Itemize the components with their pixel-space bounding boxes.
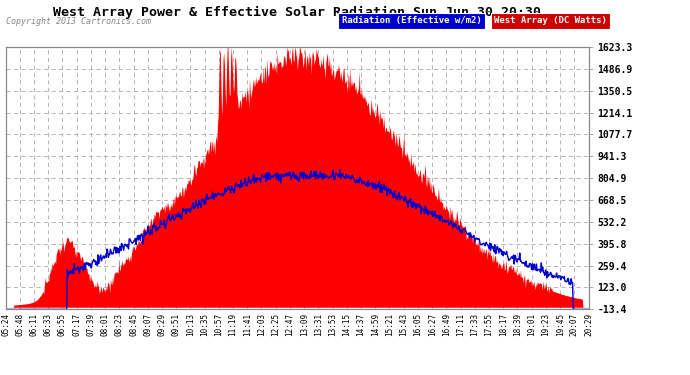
Text: West Array Power & Effective Solar Radiation Sun Jun 30 20:30: West Array Power & Effective Solar Radia… [53,6,541,19]
Text: 17:33: 17:33 [471,313,480,336]
Text: 08:01: 08:01 [101,313,110,336]
Text: 09:29: 09:29 [157,313,166,336]
Text: 10:35: 10:35 [200,313,209,336]
Text: 06:11: 06:11 [30,313,39,336]
Text: 13:31: 13:31 [314,313,323,336]
Text: 08:23: 08:23 [115,313,124,336]
Text: 06:55: 06:55 [58,313,67,336]
Text: 16:27: 16:27 [428,313,437,336]
Text: 17:55: 17:55 [484,313,493,336]
Text: 20:07: 20:07 [570,313,579,336]
Text: 16:49: 16:49 [442,313,451,336]
Text: 10:13: 10:13 [186,313,195,336]
Text: West Array (DC Watts): West Array (DC Watts) [494,16,607,25]
Text: 07:39: 07:39 [86,313,95,336]
Text: 14:59: 14:59 [371,313,380,336]
Text: 08:45: 08:45 [129,313,138,336]
Text: 12:25: 12:25 [271,313,280,336]
Text: 13:09: 13:09 [299,313,308,336]
Text: 14:15: 14:15 [342,313,351,336]
Text: 06:33: 06:33 [43,313,52,336]
Text: 07:17: 07:17 [72,313,81,336]
Text: 15:21: 15:21 [385,313,394,336]
Text: 18:17: 18:17 [499,313,508,336]
Text: 19:23: 19:23 [542,313,551,336]
Text: Copyright 2013 Cartronics.com: Copyright 2013 Cartronics.com [6,17,150,26]
Text: 16:05: 16:05 [413,313,422,336]
Text: 15:43: 15:43 [400,313,408,336]
Text: Radiation (Effective w/m2): Radiation (Effective w/m2) [342,16,482,25]
Text: 20:29: 20:29 [584,313,593,336]
Text: 14:37: 14:37 [357,313,366,336]
Text: 09:51: 09:51 [172,313,181,336]
Text: 17:11: 17:11 [456,313,465,336]
Text: 10:57: 10:57 [215,313,224,336]
Text: 12:03: 12:03 [257,313,266,336]
Text: 12:47: 12:47 [286,313,295,336]
Text: 18:39: 18:39 [513,313,522,336]
Text: 09:07: 09:07 [144,313,152,336]
Text: 11:19: 11:19 [228,313,237,336]
Text: 19:45: 19:45 [555,313,564,336]
Text: 05:24: 05:24 [1,313,10,336]
Text: 05:48: 05:48 [15,313,24,336]
Text: 13:53: 13:53 [328,313,337,336]
Text: 11:41: 11:41 [243,313,252,336]
Text: 19:01: 19:01 [527,313,536,336]
